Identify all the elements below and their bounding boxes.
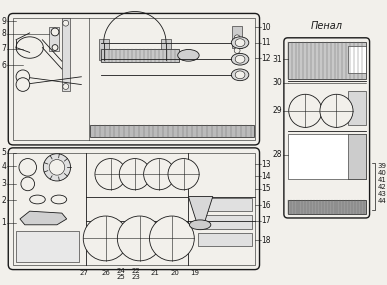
Ellipse shape [235, 55, 245, 63]
Circle shape [83, 216, 128, 261]
Circle shape [149, 216, 194, 261]
Text: 20: 20 [170, 270, 179, 276]
Circle shape [63, 20, 68, 26]
Ellipse shape [51, 195, 67, 204]
Ellipse shape [231, 69, 249, 81]
Text: 16: 16 [262, 201, 271, 210]
Text: 14: 14 [262, 172, 271, 181]
Bar [288, 134, 366, 179]
Text: 21: 21 [151, 270, 160, 276]
Circle shape [320, 94, 353, 127]
Text: 10: 10 [262, 23, 271, 32]
Text: 4: 4 [2, 162, 6, 171]
Ellipse shape [231, 37, 249, 48]
Circle shape [95, 158, 126, 190]
Bar [99, 39, 109, 60]
Text: 7: 7 [2, 44, 6, 53]
Circle shape [52, 45, 58, 50]
Bar [232, 26, 242, 48]
Polygon shape [188, 197, 213, 221]
Circle shape [117, 216, 162, 261]
Text: 31: 31 [272, 55, 282, 64]
Circle shape [63, 84, 68, 89]
Bar [90, 125, 254, 137]
Text: 13: 13 [262, 160, 271, 169]
Circle shape [51, 28, 59, 36]
Bar [49, 27, 59, 51]
Ellipse shape [235, 71, 245, 79]
Circle shape [234, 48, 240, 53]
Bar [62, 18, 70, 91]
Circle shape [234, 35, 240, 41]
Bar [348, 134, 366, 179]
Ellipse shape [235, 39, 245, 46]
Bar [288, 42, 366, 79]
FancyBboxPatch shape [8, 148, 260, 270]
Ellipse shape [231, 53, 249, 65]
FancyBboxPatch shape [8, 13, 260, 145]
Bar [198, 198, 252, 211]
Text: 40: 40 [377, 170, 386, 176]
Text: 25: 25 [117, 274, 126, 280]
Bar [161, 39, 171, 60]
Text: 6: 6 [2, 61, 6, 70]
Circle shape [289, 94, 322, 127]
FancyBboxPatch shape [284, 38, 370, 218]
Text: 42: 42 [377, 184, 386, 190]
Text: 41: 41 [377, 177, 386, 183]
Text: 23: 23 [132, 274, 140, 280]
Circle shape [119, 158, 151, 190]
Bar [198, 233, 252, 246]
Text: 26: 26 [101, 270, 110, 276]
Bar [288, 200, 366, 214]
Circle shape [19, 158, 36, 176]
Ellipse shape [189, 220, 211, 230]
Text: 43: 43 [377, 191, 386, 197]
Text: 15: 15 [262, 184, 271, 193]
Bar [198, 215, 252, 229]
Text: 2: 2 [2, 196, 6, 205]
Ellipse shape [30, 195, 45, 204]
Text: 30: 30 [272, 78, 282, 87]
Bar [13, 153, 255, 265]
Ellipse shape [178, 50, 199, 61]
Ellipse shape [16, 37, 43, 58]
Text: Пенал: Пенал [311, 21, 343, 31]
Bar [101, 48, 179, 62]
Text: 27: 27 [80, 270, 89, 276]
Text: 12: 12 [262, 54, 271, 63]
Text: 11: 11 [262, 38, 271, 47]
Circle shape [16, 70, 30, 84]
Polygon shape [20, 211, 67, 225]
Text: 19: 19 [190, 270, 199, 276]
Text: 5: 5 [2, 148, 6, 157]
Circle shape [16, 78, 30, 91]
Text: 18: 18 [262, 236, 271, 245]
Text: 39: 39 [377, 163, 386, 169]
Circle shape [43, 154, 70, 181]
Circle shape [144, 158, 175, 190]
Circle shape [49, 160, 65, 175]
Text: 3: 3 [2, 179, 6, 188]
Text: 44: 44 [377, 198, 386, 204]
Bar [348, 46, 366, 73]
Text: 1: 1 [2, 218, 6, 227]
Bar [13, 18, 255, 140]
Text: 24: 24 [117, 268, 126, 274]
Text: 22: 22 [132, 268, 140, 274]
Circle shape [21, 177, 34, 191]
Text: 28: 28 [272, 150, 282, 159]
Bar [348, 91, 366, 125]
Text: 9: 9 [2, 17, 6, 26]
Bar [16, 231, 79, 262]
Circle shape [168, 158, 199, 190]
Text: 29: 29 [272, 106, 282, 115]
Text: 8: 8 [2, 29, 6, 38]
Text: 17: 17 [262, 216, 271, 225]
